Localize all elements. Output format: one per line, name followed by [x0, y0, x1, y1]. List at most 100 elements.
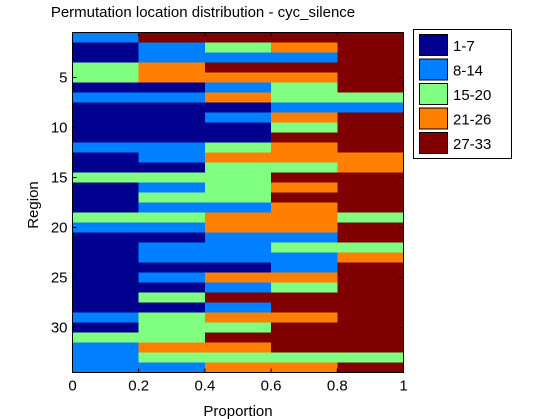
heatmap-cell	[337, 152, 404, 163]
heatmap-cell	[337, 92, 404, 103]
heatmap-cell	[72, 142, 139, 153]
x-axis-label: Proportion	[203, 403, 272, 419]
heatmap-cell	[337, 332, 404, 343]
heatmap-cell	[204, 162, 272, 173]
heatmap-cell	[138, 52, 205, 63]
heatmap-cell	[138, 292, 205, 303]
heatmap-cell	[337, 192, 404, 203]
heatmap-cell	[271, 262, 338, 273]
heatmap-cell	[138, 202, 205, 213]
heatmap-cell	[271, 172, 338, 183]
heatmap-cell	[72, 312, 139, 323]
heatmap-cell	[138, 222, 205, 233]
heatmap-cell	[271, 82, 338, 93]
heatmap-cell	[271, 42, 338, 53]
heatmap-cell	[72, 212, 139, 223]
heatmap-cell	[337, 72, 404, 83]
heatmap-cell	[72, 32, 139, 43]
heatmap-cell	[271, 232, 338, 243]
y-tick-label: 30	[51, 320, 68, 337]
heatmap-cell	[138, 132, 205, 143]
heatmap-cell	[204, 102, 272, 113]
heatmap-cell	[271, 122, 338, 133]
heatmap-cell	[138, 112, 205, 123]
heatmap-cell	[138, 362, 205, 373]
heatmap-cell	[138, 192, 205, 203]
heatmap-cell	[337, 282, 404, 293]
heatmap-cell	[204, 272, 272, 283]
heatmap-cell	[138, 42, 205, 53]
heatmap-cell	[72, 192, 139, 203]
heatmap-cell	[337, 112, 404, 123]
heatmap-cell	[271, 352, 338, 363]
heatmap-cell	[337, 62, 404, 73]
heatmap-cell	[271, 302, 338, 313]
heatmap-cell	[72, 52, 139, 63]
x-tick-label: 0.6	[261, 378, 282, 395]
heatmap-cell	[138, 332, 205, 343]
heatmap-cell	[337, 342, 404, 353]
heatmap-cell	[271, 312, 338, 323]
heatmap-cell	[271, 182, 338, 193]
heatmap-cell	[72, 72, 139, 83]
heatmap-cell	[138, 92, 205, 103]
heatmap-cell	[204, 82, 272, 93]
heatmap-cell	[271, 212, 338, 223]
heatmap-cell	[204, 312, 272, 323]
legend-swatch	[419, 83, 448, 105]
heatmap-cell	[271, 52, 338, 63]
heatmap-cell	[138, 272, 205, 283]
heatmap-cell	[138, 162, 205, 173]
heatmap-cell	[271, 332, 338, 343]
heatmap-cell	[204, 232, 272, 243]
heatmap-cell	[72, 322, 139, 333]
heatmap-cell	[271, 282, 338, 293]
heatmap-cell	[204, 172, 272, 183]
heatmap-cell	[138, 312, 205, 323]
x-tick-label: 0.8	[327, 378, 348, 395]
heatmap-cell	[204, 152, 272, 163]
heatmap-cell	[337, 132, 404, 143]
heatmap-cell	[271, 162, 338, 173]
heatmap-cell	[72, 242, 139, 253]
heatmap-cell	[72, 172, 139, 183]
heatmap-cell	[138, 232, 205, 243]
chart-title: Permutation location distribution - cyc_…	[51, 4, 355, 21]
heatmap-cell	[204, 202, 272, 213]
heatmap-cell	[72, 62, 139, 73]
heatmap-cell	[337, 352, 404, 363]
heatmap-cell	[138, 182, 205, 193]
heatmap-cell	[204, 42, 272, 53]
heatmap-cell	[72, 342, 139, 353]
legend-label: 15-20	[453, 87, 491, 104]
heatmap-cell	[337, 202, 404, 213]
heatmap-cell	[138, 252, 205, 263]
heatmap-cell	[204, 292, 272, 303]
y-axis-label: Region	[25, 181, 42, 229]
legend-label: 1-7	[453, 38, 475, 55]
heatmap-cell	[138, 242, 205, 253]
heatmap-cell	[337, 322, 404, 333]
heatmap-cell	[271, 32, 338, 43]
heatmap-cells	[72, 32, 404, 373]
heatmap-cell	[72, 282, 139, 293]
heatmap-cell	[337, 222, 404, 233]
heatmap-cell	[72, 352, 139, 363]
heatmap-cell	[271, 62, 338, 73]
heatmap-cell	[337, 252, 404, 263]
heatmap-cell	[337, 52, 404, 63]
heatmap-cell	[337, 82, 404, 93]
heatmap-cell	[204, 352, 272, 363]
y-tick-label: 5	[59, 70, 67, 87]
heatmap-cell	[204, 132, 272, 143]
heatmap-cell	[337, 272, 404, 283]
legend-label: 21-26	[453, 112, 491, 129]
heatmap-cell	[337, 42, 404, 53]
x-axis-ticks: 0 0.2 0.4 0.6 0.8 1	[68, 32, 408, 395]
heatmap-cell	[337, 212, 404, 223]
y-axis-ticks: 5 10 15 20 25 30	[51, 70, 404, 337]
heatmap-cell	[72, 272, 139, 283]
x-tick-label: 1	[399, 378, 407, 395]
heatmap-cell	[72, 302, 139, 313]
heatmap-cell	[337, 312, 404, 323]
